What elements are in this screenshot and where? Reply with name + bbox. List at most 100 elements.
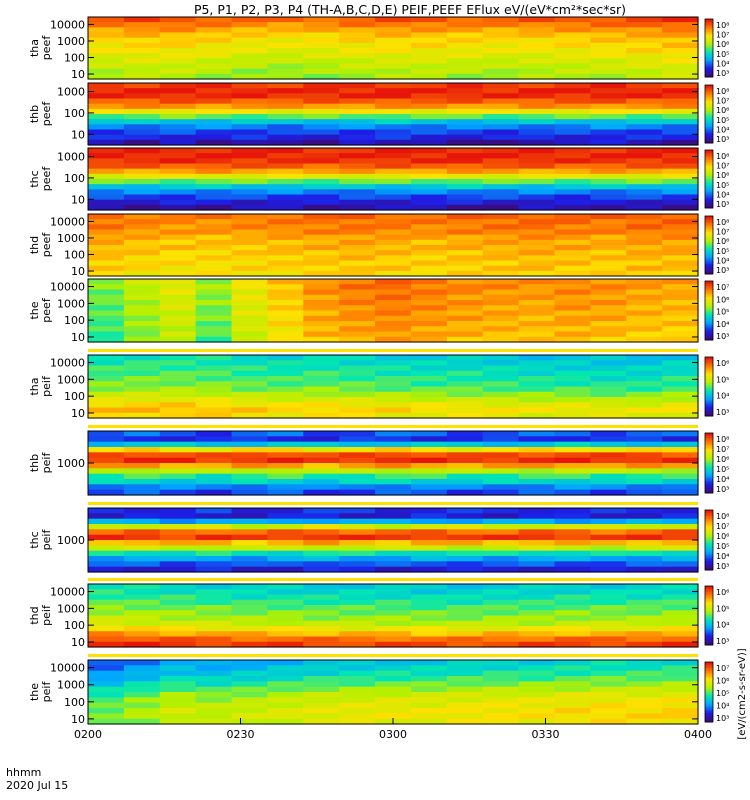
heat-cell xyxy=(375,139,412,146)
colorbar-segment xyxy=(705,616,713,619)
heat-cell xyxy=(410,407,448,414)
heat-cell xyxy=(590,631,627,638)
heat-cell xyxy=(267,32,304,39)
heat-cell xyxy=(267,660,304,666)
colorbar-segment xyxy=(705,376,713,379)
colorbar-segment xyxy=(705,199,713,202)
heat-cell xyxy=(195,83,233,89)
colorbar-segment xyxy=(705,328,713,331)
colorbar-segment xyxy=(705,289,713,292)
x-tick-label: 0300 xyxy=(379,728,407,741)
heat-cell xyxy=(231,681,269,688)
heat-cell xyxy=(375,452,412,459)
heat-cell xyxy=(554,513,591,520)
heat-cell xyxy=(554,452,591,459)
y-tick-label: 100 xyxy=(64,172,85,185)
heat-cell xyxy=(554,289,591,296)
heat-cell xyxy=(267,610,304,617)
heat-cell xyxy=(267,224,304,231)
heat-cell xyxy=(482,119,520,125)
heat-cell xyxy=(590,457,627,464)
heat-cell xyxy=(267,402,304,409)
colorbar-segment xyxy=(705,624,713,627)
heat-cell xyxy=(231,148,269,154)
colorbar-segment xyxy=(705,714,713,717)
heat-cell xyxy=(518,108,556,115)
heat-cell xyxy=(339,284,376,291)
colorbar-segment xyxy=(705,155,713,158)
heat-cell xyxy=(339,626,376,632)
heat-cell xyxy=(626,189,663,196)
heat-cell xyxy=(518,441,556,448)
heat-cell xyxy=(159,103,197,110)
colorbar-segment xyxy=(705,559,713,562)
heat-cell xyxy=(626,194,663,201)
colorbar-tick-label: 10⁶ xyxy=(716,455,729,464)
colorbar-segment xyxy=(705,259,713,262)
heat-cell xyxy=(375,63,412,70)
heat-cell xyxy=(410,326,448,333)
heat-cell xyxy=(231,63,269,70)
heat-cell xyxy=(518,284,556,291)
heat-cell xyxy=(88,718,125,725)
heat-cell xyxy=(303,534,340,541)
colorbar-tick-label: 10³ xyxy=(716,562,729,571)
colorbar-tick-label: 10⁶ xyxy=(716,106,729,115)
heat-cell xyxy=(123,214,161,220)
heat-cell xyxy=(339,631,376,638)
heat-cell xyxy=(159,386,197,393)
colorbar-segment xyxy=(705,361,713,364)
heat-cell xyxy=(339,620,376,627)
heat-cell xyxy=(662,436,699,443)
heat-cell xyxy=(339,718,376,725)
heat-cell xyxy=(88,615,125,622)
colorbar-segment xyxy=(705,268,713,271)
heat-cell xyxy=(482,284,520,291)
heat-cell xyxy=(159,305,197,312)
heat-cell xyxy=(518,365,556,372)
panel-label-line: thb xyxy=(28,454,41,472)
heat-cell xyxy=(518,214,556,220)
heat-cell xyxy=(590,48,627,54)
heat-cell xyxy=(88,294,125,301)
panel-frame xyxy=(87,147,699,211)
heat-cell xyxy=(554,88,591,94)
heat-cell xyxy=(590,686,627,693)
heat-cell xyxy=(410,545,448,552)
colorbar-segment xyxy=(705,295,713,298)
heat-cell xyxy=(554,550,591,557)
colorbar-segment xyxy=(705,95,713,98)
heat-cell xyxy=(482,234,520,241)
heat-cell xyxy=(446,529,484,536)
heat-cell xyxy=(231,473,269,480)
heat-cell xyxy=(662,98,699,105)
heat-cell xyxy=(303,229,340,236)
heat-cell xyxy=(554,447,591,453)
heat-cell xyxy=(626,665,663,672)
heat-cell xyxy=(339,681,376,688)
heat-cell xyxy=(518,447,556,453)
colorbar-tick-label: 10⁵ xyxy=(716,116,729,125)
heat-cell xyxy=(231,108,269,115)
heat-cell xyxy=(88,697,125,704)
colorbar-segment xyxy=(705,379,713,382)
heat-cell xyxy=(231,27,269,34)
heat-cell xyxy=(662,397,699,403)
heat-cell xyxy=(231,605,269,611)
heat-cell xyxy=(303,697,340,704)
heat-cell xyxy=(339,214,376,220)
heat-cell xyxy=(231,73,269,80)
heat-cell xyxy=(626,407,663,414)
heat-cell xyxy=(123,692,161,698)
colorbar-tick-label: 10⁷ xyxy=(716,31,729,40)
heat-cell xyxy=(123,315,161,322)
heat-cell xyxy=(231,331,269,338)
colorbar-tick-label: 10⁵ xyxy=(716,465,729,474)
heat-cell xyxy=(195,139,233,146)
heat-cell xyxy=(303,524,340,530)
heat-cell xyxy=(159,315,197,322)
heat-cell xyxy=(195,641,233,648)
colorbar-segment xyxy=(705,621,713,624)
heat-cell xyxy=(482,88,520,94)
heat-cell xyxy=(88,545,125,552)
